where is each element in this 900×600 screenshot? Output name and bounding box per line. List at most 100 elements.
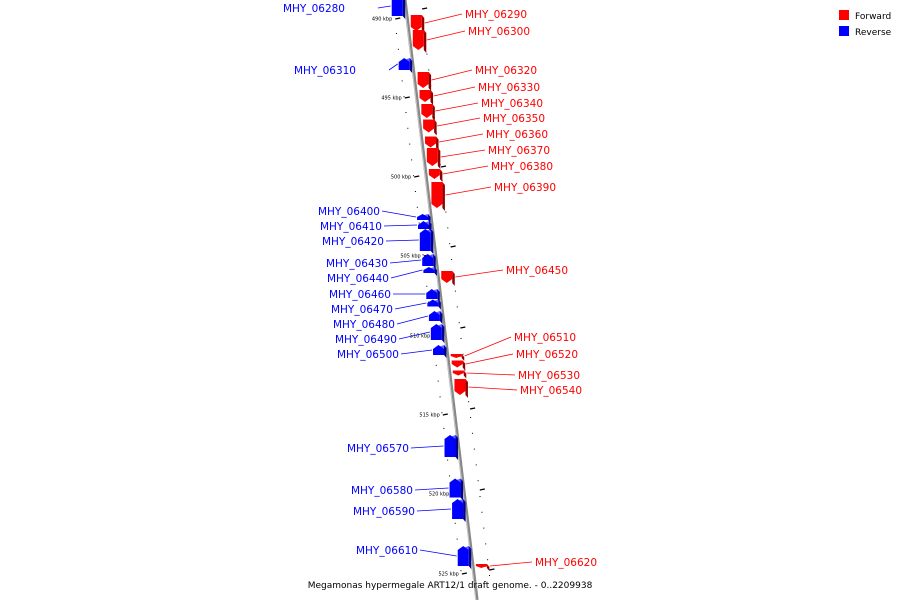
- gene-label[interactable]: MHY_06360: [486, 129, 548, 141]
- gene-top-face: [427, 299, 441, 306]
- gene-mhy-06500[interactable]: MHY_06500: [337, 345, 447, 361]
- gene-mhy-06420[interactable]: MHY_06420: [322, 229, 434, 254]
- gene-label[interactable]: MHY_06420: [322, 236, 384, 248]
- gene-label[interactable]: MHY_06570: [347, 443, 409, 455]
- gene-mhy-06540[interactable]: MHY_06540: [454, 379, 582, 398]
- gene-top-face: [449, 478, 464, 486]
- gene-top-face: [430, 324, 445, 331]
- gene-mhy-06510[interactable]: MHY_06510: [450, 332, 576, 361]
- gene-mhy-06310[interactable]: MHY_06310: [294, 58, 413, 77]
- gene-mhy-06360[interactable]: MHY_06360: [425, 129, 548, 151]
- gene-body: [410, 15, 422, 31]
- gene-mhy-06460[interactable]: MHY_06460: [329, 289, 440, 302]
- gene-label[interactable]: MHY_06490: [335, 334, 397, 346]
- gene-mhy-06320[interactable]: MHY_06320: [417, 65, 537, 91]
- major-tick-right: [421, 7, 428, 10]
- gene-label[interactable]: MHY_06470: [331, 304, 393, 316]
- gene-leader-line: [437, 117, 481, 127]
- gene-leader-line: [388, 63, 398, 71]
- gene-mhy-06480[interactable]: MHY_06480: [333, 311, 443, 331]
- gene-mhy-06580[interactable]: MHY_06580: [351, 478, 464, 501]
- minor-tick-right: [481, 511, 483, 513]
- gene-leader-line: [465, 353, 514, 365]
- gene-leader-line: [381, 210, 417, 218]
- gene-label[interactable]: MHY_06510: [514, 332, 576, 344]
- tick-label: 525 kbp: [438, 572, 458, 578]
- major-tick: [395, 17, 401, 20]
- gene-label[interactable]: MHY_06520: [516, 349, 578, 361]
- gene-label[interactable]: MHY_06540: [520, 385, 582, 397]
- minor-tick: [409, 143, 411, 145]
- gene-label[interactable]: MHY_06280: [283, 3, 345, 15]
- gene-label[interactable]: MHY_06400: [318, 206, 380, 218]
- gene-mhy-06290[interactable]: MHY_06290: [410, 9, 527, 34]
- gene-label[interactable]: MHY_06320: [475, 65, 537, 77]
- gene-label[interactable]: MHY_06590: [353, 506, 415, 518]
- gene-mhy-06530[interactable]: MHY_06530: [452, 370, 580, 382]
- gene-mhy-06620[interactable]: MHY_06620: [475, 557, 597, 571]
- gene-label[interactable]: MHY_06530: [518, 370, 580, 382]
- gene-mhy-06350[interactable]: MHY_06350: [423, 113, 545, 136]
- gene-mhy-06610[interactable]: MHY_06610: [356, 545, 472, 569]
- gene-mhy-06330[interactable]: MHY_06330: [419, 82, 541, 105]
- gene-label[interactable]: MHY_06460: [329, 289, 391, 301]
- gene-mhy-06490[interactable]: MHY_06490: [335, 324, 445, 346]
- gene-top-face: [428, 169, 443, 172]
- gene-mhy-06340[interactable]: MHY_06340: [421, 98, 543, 121]
- gene-label[interactable]: MHY_06340: [481, 98, 543, 110]
- gene-mhy-06470[interactable]: MHY_06470: [331, 299, 441, 317]
- gene-mhy-06300[interactable]: MHY_06300: [412, 26, 530, 53]
- gene-leader-line: [394, 302, 427, 310]
- gene-side-face: [468, 546, 472, 569]
- gene-mhy-06280[interactable]: MHY_06280: [283, 0, 406, 19]
- gene-mhy-06450[interactable]: MHY_06450: [441, 265, 568, 286]
- gene-mhy-06370[interactable]: MHY_06370: [426, 145, 550, 169]
- gene-label[interactable]: MHY_06450: [506, 265, 568, 277]
- gene-label[interactable]: MHY_06330: [478, 82, 540, 94]
- gene-mhy-06430[interactable]: MHY_06430: [326, 254, 436, 270]
- gene-leader-line: [400, 349, 433, 355]
- gene-label[interactable]: MHY_06300: [468, 26, 530, 38]
- gene-body: [423, 119, 435, 133]
- gene-label[interactable]: MHY_06310: [294, 65, 356, 77]
- gene-label[interactable]: MHY_06500: [337, 349, 399, 361]
- gene-leader-line: [464, 336, 512, 357]
- gene-top-face: [417, 214, 431, 220]
- gene-label[interactable]: MHY_06480: [333, 319, 395, 331]
- gene-leader-line: [466, 372, 516, 376]
- gene-leader-line: [416, 508, 452, 512]
- gene-body: [391, 0, 403, 16]
- gene-mhy-06570[interactable]: MHY_06570: [347, 435, 459, 460]
- gene-side-face: [439, 169, 443, 182]
- gene-side-face: [434, 119, 437, 136]
- gene-label[interactable]: MHY_06620: [535, 557, 597, 569]
- minor-tick: [449, 475, 451, 477]
- gene-mhy-06590[interactable]: MHY_06590: [353, 499, 466, 522]
- gene-mhy-06380[interactable]: MHY_06380: [428, 161, 553, 182]
- gene-mhy-06410[interactable]: MHY_06410: [320, 221, 432, 233]
- gene-leader-line: [445, 186, 492, 196]
- gene-mhy-06520[interactable]: MHY_06520: [451, 349, 578, 371]
- gene-mhy-06390[interactable]: MHY_06390: [431, 182, 556, 211]
- legend-label-reverse: Reverse: [855, 28, 892, 38]
- minor-tick: [416, 206, 418, 208]
- gene-label[interactable]: MHY_06380: [491, 161, 553, 173]
- gene-label[interactable]: MHY_06430: [326, 258, 388, 270]
- gene-label[interactable]: MHY_06290: [465, 9, 527, 21]
- gene-top-face: [426, 289, 440, 296]
- gene-label[interactable]: MHY_06580: [351, 485, 413, 497]
- gene-mhy-06440[interactable]: MHY_06440: [327, 267, 437, 285]
- gene-top-face: [431, 182, 445, 185]
- minor-tick-right: [489, 575, 490, 576]
- gene-side-face: [463, 499, 466, 522]
- gene-label[interactable]: MHY_06410: [320, 221, 382, 233]
- gene-label[interactable]: MHY_06350: [483, 113, 545, 125]
- tick-label: 505 kbp: [400, 254, 420, 260]
- gene-mhy-06400[interactable]: MHY_06400: [318, 206, 431, 223]
- gene-leader-line: [426, 30, 466, 41]
- gene-label[interactable]: MHY_06440: [327, 273, 389, 285]
- gene-label[interactable]: MHY_06370: [488, 145, 550, 157]
- gene-label[interactable]: MHY_06390: [494, 182, 556, 194]
- gene-label[interactable]: MHY_06610: [356, 545, 418, 557]
- gene-top-face: [398, 58, 413, 65]
